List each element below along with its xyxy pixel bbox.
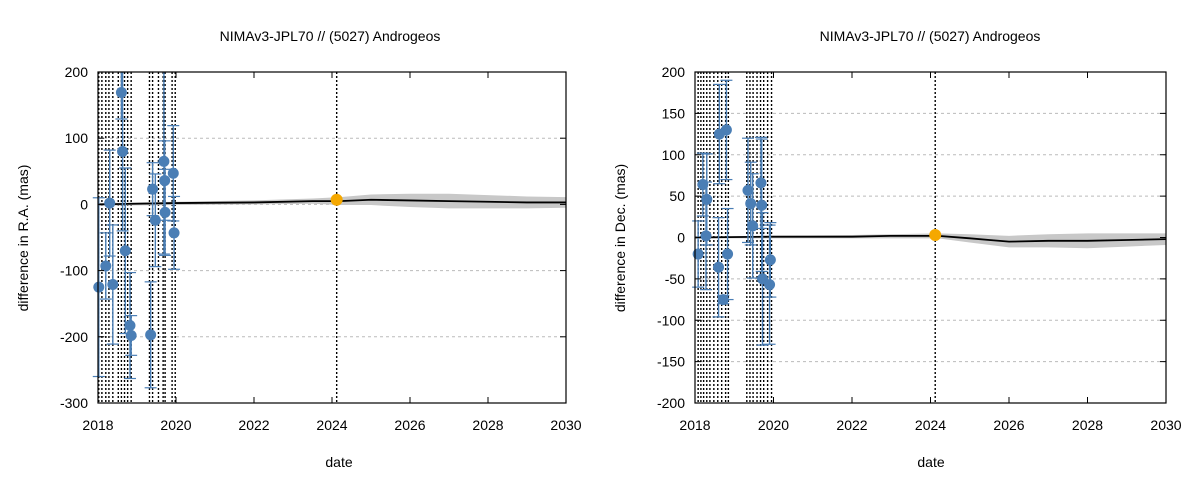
data-point-ra (147, 183, 159, 195)
data-point-ra (119, 245, 131, 257)
y-tick-label-dec: 0 (677, 230, 685, 246)
x-tick-label-ra: 2030 (550, 417, 581, 433)
data-point-dec (720, 124, 732, 136)
reference-point-dec (929, 229, 942, 242)
reference-point-ra (330, 193, 343, 206)
y-tick-label-dec: 100 (662, 147, 686, 163)
chart-title-dec: NIMAv3-JPL70 // (5027) Androgeos (820, 28, 1041, 44)
x-tick-label-ra: 2020 (160, 417, 191, 433)
data-point-ra (159, 175, 171, 187)
y-tick-label-ra: 0 (80, 196, 88, 212)
y-tick-label-dec: -100 (657, 312, 685, 328)
chart-title-ra: NIMAv3-JPL70 // (5027) Androgeos (220, 28, 441, 44)
data-point-dec (722, 248, 734, 260)
x-axis-label-dec: date (917, 454, 944, 470)
data-point-ra (149, 214, 161, 226)
data-point-ra (115, 87, 127, 99)
data-point-ra (167, 167, 179, 179)
x-tick-label-dec: 2022 (836, 417, 867, 433)
plot-frame-ra (97, 71, 567, 404)
data-point-ra (168, 227, 180, 239)
x-tick-label-ra: 2028 (472, 417, 503, 433)
data-point-dec (701, 193, 713, 205)
data-point-dec (742, 184, 754, 196)
data-point-ra (93, 281, 105, 293)
y-tick-label-ra: -100 (60, 263, 88, 279)
x-tick-label-ra: 2024 (316, 417, 347, 433)
x-tick-label-ra: 2018 (82, 417, 113, 433)
y-tick-label-ra: 100 (65, 130, 89, 146)
data-point-dec (745, 198, 757, 210)
data-point-dec (764, 254, 776, 266)
data-point-ra (158, 155, 170, 167)
y-tick-label-ra: -300 (60, 395, 88, 411)
x-tick-label-dec: 2028 (1072, 417, 1103, 433)
y-tick-label-dec: 50 (669, 188, 685, 204)
x-tick-label-dec: 2030 (1150, 417, 1181, 433)
y-tick-label-dec: -200 (657, 395, 685, 411)
y-tick-label-dec: -50 (665, 271, 685, 287)
data-point-ra (117, 145, 129, 157)
x-tick-label-ra: 2022 (238, 417, 269, 433)
data-point-dec (700, 230, 712, 242)
data-point-dec (713, 261, 725, 273)
data-point-dec (764, 279, 776, 291)
y-tick-label-dec: -150 (657, 354, 685, 370)
data-point-dec (755, 177, 767, 189)
data-point-ra (145, 329, 157, 341)
x-tick-label-ra: 2026 (394, 417, 425, 433)
data-point-dec (717, 294, 729, 306)
data-point-dec (756, 199, 768, 211)
x-axis-label-ra: date (325, 454, 352, 470)
ephemeris-line-ra (97, 198, 566, 206)
x-tick-label-dec: 2024 (915, 417, 946, 433)
data-point-dec (697, 179, 709, 191)
data-point-dec (747, 220, 759, 232)
x-tick-label-dec: 2026 (993, 417, 1024, 433)
y-tick-label-dec: 150 (662, 105, 686, 121)
x-tick-label-dec: 2018 (679, 417, 710, 433)
y-axis-label-dec: difference in Dec. (mas) (612, 164, 628, 312)
data-point-ra (100, 260, 112, 272)
y-axis-label-ra: difference in R.A. (mas) (15, 165, 31, 312)
data-point-ra (159, 206, 171, 218)
y-tick-label-ra: 200 (65, 64, 89, 80)
x-tick-label-dec: 2020 (758, 417, 789, 433)
y-tick-label-dec: 200 (662, 64, 686, 80)
y-tick-label-ra: -200 (60, 329, 88, 345)
data-point-ra (104, 197, 116, 209)
ephemeris-line-dec (694, 234, 1167, 243)
data-point-ra (124, 320, 136, 332)
data-point-dec (692, 248, 704, 260)
data-point-ra (125, 329, 137, 341)
data-point-ra (107, 279, 119, 291)
